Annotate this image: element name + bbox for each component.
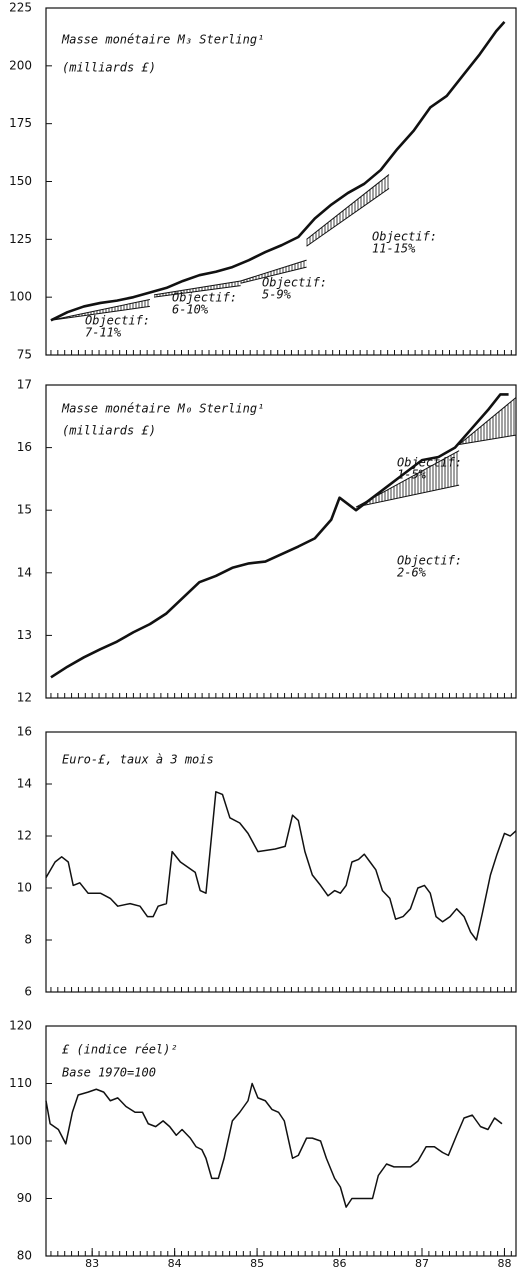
y-tick-label: 15 [17, 503, 32, 517]
target-line [240, 266, 307, 284]
data-line [50, 21, 506, 322]
y-tick-label: 120 [9, 1019, 32, 1033]
panel-subtitle: Base 1970=100 [62, 1066, 156, 1080]
y-tick-label: 10 [17, 881, 32, 895]
y-tick-label: 200 [9, 58, 32, 72]
target-line [153, 280, 241, 296]
y-tick-label: 225 [9, 1, 32, 15]
panel-title: £ (indice réel)² [61, 1043, 178, 1057]
y-tick-label: 14 [17, 777, 32, 791]
panel-title: Euro-£, taux à 3 mois [62, 753, 214, 767]
target-band [240, 260, 307, 284]
y-tick-label: 75 [17, 348, 32, 362]
target-line [306, 174, 390, 240]
target-band [154, 280, 241, 298]
y-tick-label: 13 [17, 628, 32, 642]
annotation: Objectif: [397, 456, 462, 470]
panel-subtitle: (milliards £) [62, 424, 156, 438]
y-tick-label: 175 [9, 116, 32, 130]
target-line [306, 188, 390, 247]
annotation: 2-6% [397, 566, 427, 580]
annotation: Objectif: [397, 554, 462, 568]
data-line [45, 791, 517, 941]
plot-frame [45, 1025, 517, 1257]
panel-subtitle: (milliards £) [62, 61, 156, 75]
target-line [50, 305, 150, 321]
x-tick-label: 88 [497, 1257, 511, 1267]
data-line [45, 1082, 503, 1208]
x-tick-label: 87 [415, 1257, 429, 1267]
plot-frame [45, 731, 517, 993]
y-tick-label: 17 [17, 378, 32, 392]
panel-title: Masse monétaire M₀ Sterling¹ [61, 402, 264, 416]
y-tick-label: 16 [17, 725, 32, 739]
annotation: 11-15% [372, 242, 416, 256]
y-tick-label: 90 [17, 1191, 32, 1205]
target-line [459, 434, 517, 445]
plot-frame [45, 384, 517, 699]
annotation: 7-11% [85, 326, 122, 340]
y-tick-label: 80 [17, 1249, 32, 1263]
target-line [355, 484, 460, 508]
y-tick-label: 12 [17, 691, 32, 705]
x-tick-label: 83 [85, 1257, 99, 1267]
target-line [153, 285, 241, 298]
y-tick-label: 6 [24, 985, 32, 999]
annotation: Objectif: [172, 291, 237, 305]
annotation: Objectif: [372, 230, 437, 244]
target-band [306, 174, 390, 247]
annotation: 1-5% [397, 468, 427, 482]
annotation: Objectif: [262, 276, 327, 290]
y-tick-label: 125 [9, 232, 32, 246]
y-tick-label: 100 [9, 1134, 32, 1148]
x-tick-label: 84 [168, 1257, 182, 1267]
x-tick-label: 86 [333, 1257, 347, 1267]
target-line [50, 298, 150, 321]
data-line [50, 393, 509, 679]
y-tick-label: 100 [9, 290, 32, 304]
panel-title: Masse monétaire M₃ Sterling¹ [61, 33, 264, 47]
y-tick-label: 8 [24, 933, 32, 947]
y-tick-label: 16 [17, 440, 32, 454]
y-tick-label: 14 [17, 565, 32, 579]
y-tick-label: 150 [9, 174, 32, 188]
target-line [458, 397, 517, 445]
y-tick-label: 110 [9, 1076, 32, 1090]
annotation: 5-9% [262, 288, 292, 302]
annotation: 6-10% [172, 303, 209, 317]
x-tick-label: 85 [250, 1257, 264, 1267]
target-line [240, 259, 307, 282]
y-tick-label: 12 [17, 829, 32, 843]
annotation: Objectif: [85, 314, 150, 328]
